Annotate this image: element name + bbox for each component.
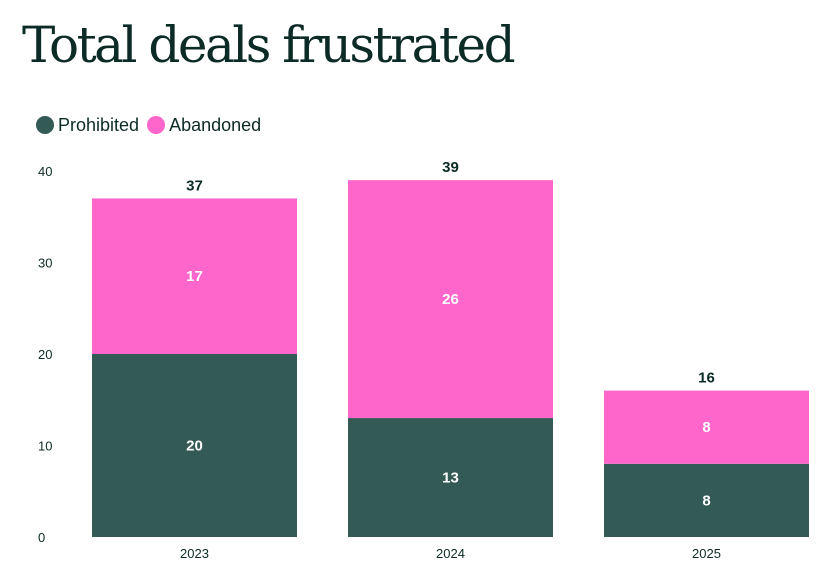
legend-item-abandoned: Abandoned (147, 114, 261, 136)
segment-label-abandoned-2023: 17 (186, 268, 203, 285)
legend-label-prohibited: Prohibited (58, 115, 140, 135)
segment-label-abandoned-2024: 26 (442, 291, 459, 308)
segment-label-prohibited-2024: 13 (442, 470, 459, 487)
segment-label-prohibited-2023: 20 (186, 438, 203, 455)
y-tick-label-10: 10 (38, 439, 52, 454)
total-label-2025: 16 (698, 370, 715, 387)
x-tick-label-2025: 2025 (692, 546, 721, 561)
x-tick-label-2024: 2024 (436, 546, 465, 561)
bar-segment-prohibited-2024 (348, 418, 553, 537)
legend-item-prohibited: Prohibited (36, 114, 139, 136)
y-tick-label-30: 30 (38, 256, 52, 271)
bar-segment-abandoned-2023 (92, 198, 297, 354)
total-label-2024: 39 (442, 159, 459, 176)
total-label-2023: 37 (186, 177, 203, 194)
segment-label-abandoned-2025: 8 (702, 419, 710, 436)
legend-swatch-prohibited (36, 116, 54, 134)
legend: Prohibited Abandoned (36, 114, 269, 136)
bar-segment-prohibited-2025 (604, 463, 809, 537)
y-tick-label-0: 0 (38, 530, 45, 545)
bar-segment-prohibited-2023 (92, 354, 297, 537)
legend-label-abandoned: Abandoned (169, 115, 262, 135)
x-tick-label-2023: 2023 (180, 546, 209, 561)
chart-title: Total deals frustrated (22, 16, 516, 74)
legend-swatch-abandoned (147, 116, 166, 134)
segment-label-prohibited-2025: 8 (702, 492, 710, 509)
bar-segment-abandoned-2025 (604, 390, 809, 464)
y-tick-label-40: 40 (38, 164, 52, 179)
bar-segment-abandoned-2024 (348, 180, 553, 419)
y-tick-label-20: 20 (38, 347, 52, 362)
